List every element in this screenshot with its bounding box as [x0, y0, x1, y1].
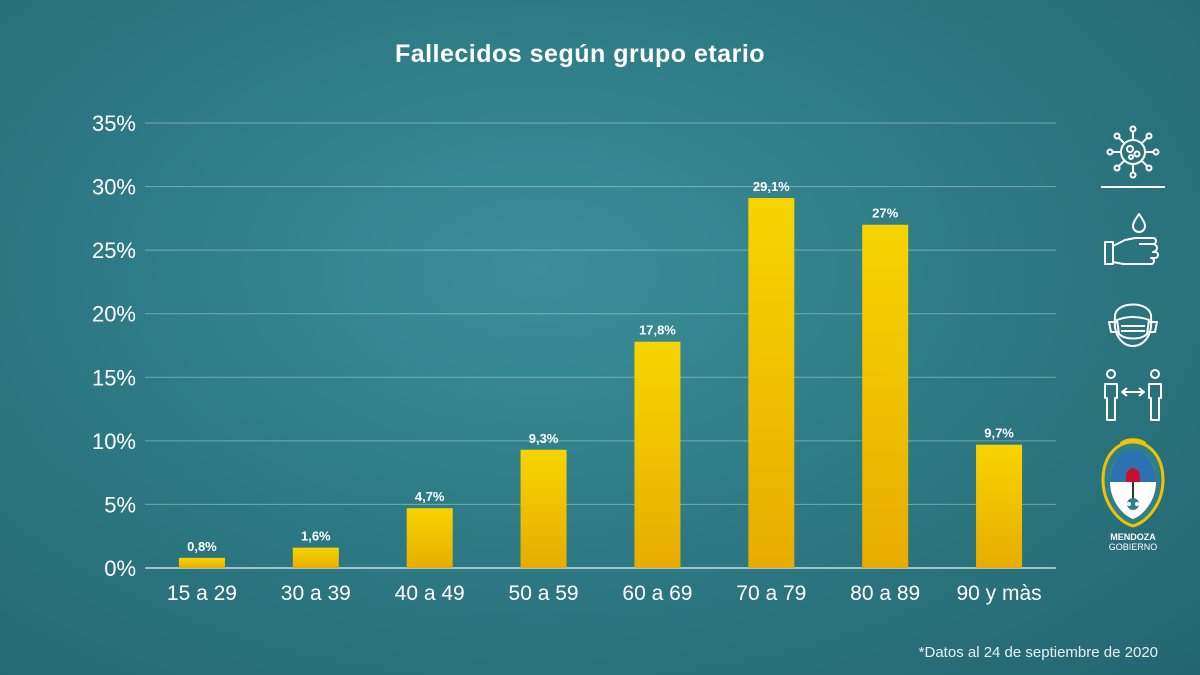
x-tick-label: 70 a 79	[736, 582, 806, 605]
y-tick-label: 0%	[104, 556, 136, 581]
mendoza-crest-logo	[1101, 438, 1165, 528]
bar	[520, 449, 567, 568]
logo-text-mendoza: MENDOZA	[1110, 532, 1156, 542]
social-distance-icon	[1104, 369, 1162, 421]
x-tick-label: 60 a 69	[622, 582, 692, 605]
bar	[862, 224, 909, 568]
bar	[292, 547, 339, 568]
y-tick-label: 25%	[92, 238, 136, 263]
bars	[178, 198, 1023, 568]
y-tick-label: 10%	[92, 429, 136, 454]
bar	[634, 341, 681, 568]
x-tick-label: 80 a 89	[850, 582, 920, 605]
y-tick-label: 15%	[92, 365, 136, 390]
chart-title: Fallecidos según grupo etario	[394, 40, 766, 68]
y-tick-label: 35%	[92, 111, 136, 136]
x-axis: 15 a 29 30 a 39 40 a 49 50 a 59 60 a 69 70 a …	[167, 582, 1042, 605]
x-tick-label: 50 a 59	[509, 582, 579, 605]
data-label: 29,1%	[753, 179, 790, 194]
x-tick-label: 40 a 49	[395, 582, 465, 605]
bar	[748, 198, 795, 568]
handwash-icon	[1104, 213, 1159, 265]
virus-icon	[1106, 125, 1160, 179]
data-label: 17,8%	[639, 323, 676, 338]
bar	[178, 557, 225, 568]
bar-chart: 0% 5% 10% 15% 20% 25% 30% 35% 0,8% 1,6% 4,7% 9,3% 1…	[92, 111, 1056, 605]
data-labels: 0,8% 1,6% 4,7% 9,3% 17,8% 29,1% 27% 9,7%	[187, 179, 1014, 554]
y-tick-label: 20%	[92, 302, 136, 327]
data-label: 9,3%	[529, 431, 559, 446]
bar	[406, 508, 453, 568]
sidebar-divider	[1101, 186, 1165, 188]
data-label: 1,6%	[301, 529, 331, 544]
data-label: 27%	[872, 206, 898, 221]
sidebar: MENDOZA GOBIERNO	[1095, 120, 1170, 570]
x-tick-label: 90 y màs	[956, 582, 1041, 605]
x-tick-label: 15 a 29	[167, 582, 237, 605]
x-tick-label: 30 a 39	[281, 582, 351, 605]
data-label: 4,7%	[415, 489, 445, 504]
bar	[976, 444, 1023, 568]
y-axis: 0% 5% 10% 15% 20% 25% 30% 35%	[92, 111, 136, 581]
grid-lines	[145, 122, 1056, 569]
y-tick-label: 30%	[92, 175, 136, 200]
y-tick-label: 5%	[104, 492, 136, 517]
data-label: 0,8%	[187, 539, 217, 554]
face-mask-icon	[1108, 303, 1158, 347]
footnote: *Datos al 24 de septiembre de 2020	[918, 644, 1158, 661]
data-label: 9,7%	[984, 426, 1014, 441]
logo-text-gobierno: GOBIERNO	[1108, 542, 1158, 552]
